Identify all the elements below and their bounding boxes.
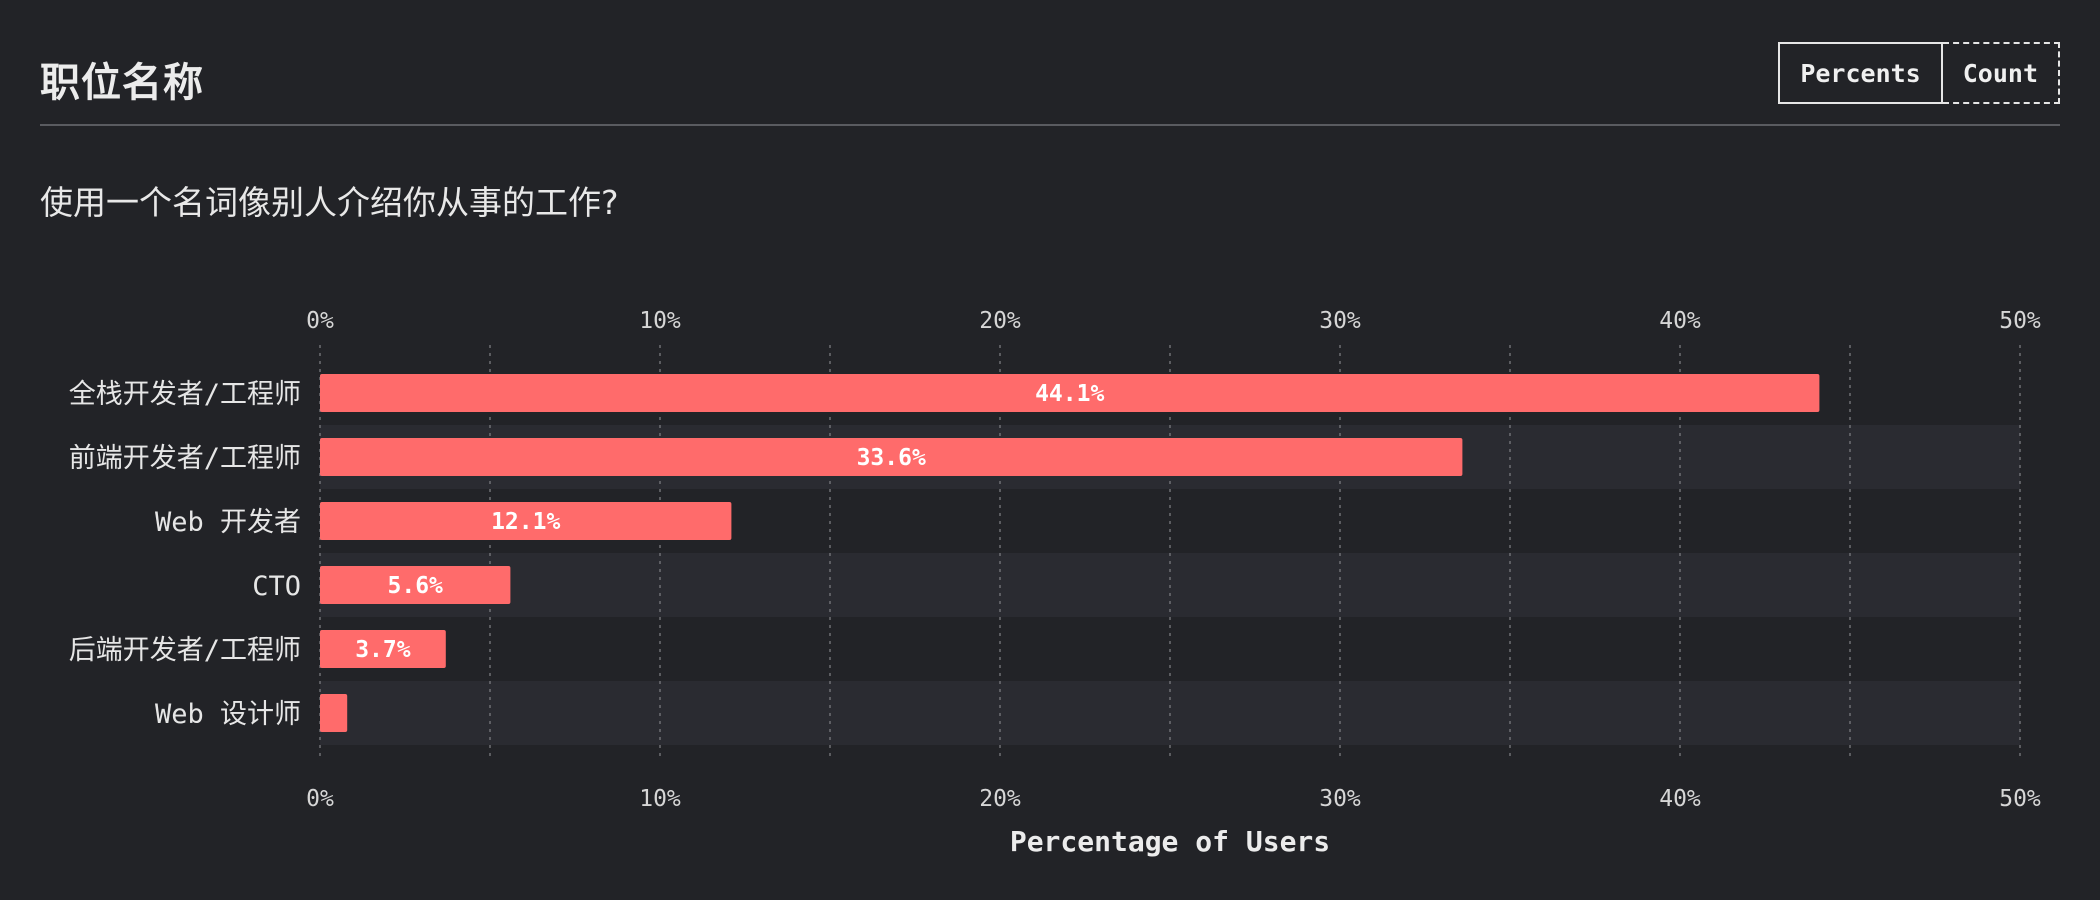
grid-lines xyxy=(319,345,2021,760)
count-toggle-button[interactable]: Count xyxy=(1942,42,2060,104)
bars xyxy=(320,374,1820,732)
x-tick-label-bottom: 20% xyxy=(979,786,1021,812)
bar-value-label: 3.7% xyxy=(355,637,411,663)
x-axis-top-ticks: 0% 10% 20% 30% 40% 50% xyxy=(306,308,2041,334)
category-label: 后端开发者/工程师 xyxy=(69,635,301,666)
percents-toggle-button[interactable]: Percents xyxy=(1778,42,1943,104)
question-text: 使用一个名词像别人介绍你从事的工作? xyxy=(40,183,619,222)
x-tick-label-top: 0% xyxy=(306,308,334,334)
bar xyxy=(320,630,446,668)
category-label: CTO xyxy=(252,571,301,602)
bar-value-label: 5.6% xyxy=(388,573,444,599)
view-toggle: Percents Count xyxy=(1778,42,2060,104)
x-tick-label-bottom: 0% xyxy=(306,786,334,812)
bar xyxy=(320,502,732,540)
category-label: 前端开发者/工程师 xyxy=(69,443,301,474)
bar xyxy=(320,566,511,604)
chart-header: 职位名称 Percents Count xyxy=(40,28,2060,126)
x-tick-label-bottom: 10% xyxy=(639,786,681,812)
x-tick-label-top: 50% xyxy=(1999,308,2041,334)
bar-value-labels: 44.1% 33.6% 12.1% 5.6% 3.7% xyxy=(355,381,1104,663)
bar-value-label: 12.1% xyxy=(491,509,560,535)
bar-value-label: 44.1% xyxy=(1035,381,1104,407)
x-tick-label-top: 40% xyxy=(1659,308,1701,334)
x-axis-bottom-ticks: 0% 10% 20% 30% 40% 50% xyxy=(306,786,2041,812)
x-tick-label-bottom: 40% xyxy=(1659,786,1701,812)
bar xyxy=(320,374,1820,412)
x-tick-label-top: 30% xyxy=(1319,308,1361,334)
x-tick-label-bottom: 50% xyxy=(1999,786,2041,812)
x-tick-label-bottom: 30% xyxy=(1319,786,1361,812)
category-label: Web 设计师 xyxy=(155,699,301,730)
x-axis-title: Percentage of Users xyxy=(1010,825,1330,858)
x-tick-label-top: 10% xyxy=(639,308,681,334)
category-label: Web 开发者 xyxy=(155,507,301,538)
bar-value-label: 33.6% xyxy=(857,445,926,471)
page-title: 职位名称 xyxy=(40,60,204,106)
x-tick-label-top: 20% xyxy=(979,308,1021,334)
bar xyxy=(320,694,348,732)
bar xyxy=(320,438,1463,476)
category-label: 全栈开发者/工程师 xyxy=(69,379,301,410)
